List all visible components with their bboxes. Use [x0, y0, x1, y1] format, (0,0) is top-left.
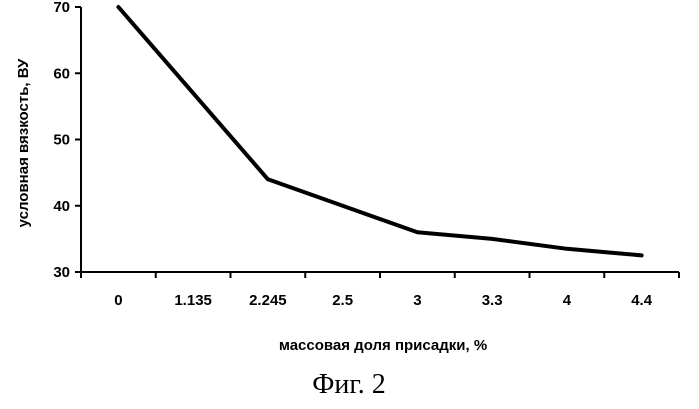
x-tick-label: 2.5	[332, 292, 353, 309]
x-tick-label: 4.4	[631, 292, 653, 309]
data-point	[416, 231, 419, 234]
data-point	[640, 254, 643, 257]
axes	[81, 7, 679, 272]
x-tick-label: 1.135	[174, 292, 212, 309]
y-tick-label: 70	[53, 0, 70, 16]
y-tick-label: 30	[53, 264, 70, 281]
y-tick-label: 60	[53, 65, 70, 82]
x-tick-label: 3.3	[482, 292, 503, 309]
data-point	[192, 92, 195, 95]
x-tick-label: 4	[563, 292, 572, 309]
data-point	[565, 247, 568, 250]
data-point	[266, 178, 269, 181]
data-point	[491, 237, 494, 240]
x-tick-label: 3	[413, 292, 421, 309]
data-point	[117, 6, 120, 9]
series-group	[117, 6, 643, 257]
y-axis-label: условная вязкость, ВУ	[15, 58, 32, 227]
x-axis-label: массовая доля присадки, %	[279, 337, 487, 354]
y-tick-label: 40	[53, 198, 70, 215]
x-tick-label: 0	[114, 292, 122, 309]
data-point	[341, 204, 344, 207]
series-line	[118, 7, 641, 255]
x-axis-ticks: 0 1.135 2.245 2.5 3 3.3 4 4.4	[81, 272, 679, 309]
figure-caption: Фиг. 2	[312, 369, 385, 400]
y-tick-label: 50	[53, 132, 70, 149]
y-axis-ticks: 30 40 50 60 70	[53, 0, 81, 281]
x-tick-label: 2.245	[249, 292, 287, 309]
